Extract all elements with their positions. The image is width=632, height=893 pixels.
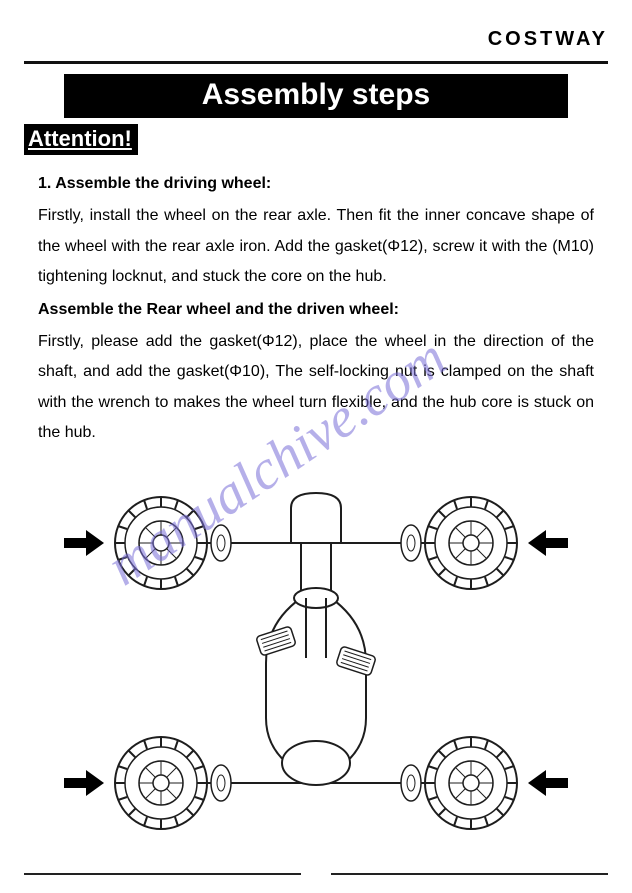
- top-rule: [24, 61, 608, 64]
- wheel-rear-right: [425, 737, 517, 829]
- wheel-front-right: [425, 497, 517, 589]
- attention-label: Attention!: [24, 124, 138, 155]
- section-title: Assembly steps: [64, 74, 568, 118]
- instructions-body: 1. Assemble the driving wheel: Firstly, …: [24, 169, 608, 449]
- arrow-icon: [528, 530, 568, 556]
- brand-logo: COSTWAY: [24, 28, 608, 51]
- arrow-icon: [528, 770, 568, 796]
- step2-text: Firstly, please add the gasket(Φ12), pla…: [38, 327, 594, 449]
- wheel-front-left: [115, 497, 207, 589]
- assembly-diagram: [24, 453, 608, 863]
- step2-heading: Assemble the Rear wheel and the driven w…: [38, 295, 594, 325]
- arrow-icon: [64, 770, 104, 796]
- wheel-rear-left: [115, 737, 207, 829]
- page-footer: [24, 873, 608, 875]
- step1-heading: 1. Assemble the driving wheel:: [38, 169, 594, 199]
- step1-text: Firstly, install the wheel on the rear a…: [38, 201, 594, 292]
- arrow-icon: [64, 530, 104, 556]
